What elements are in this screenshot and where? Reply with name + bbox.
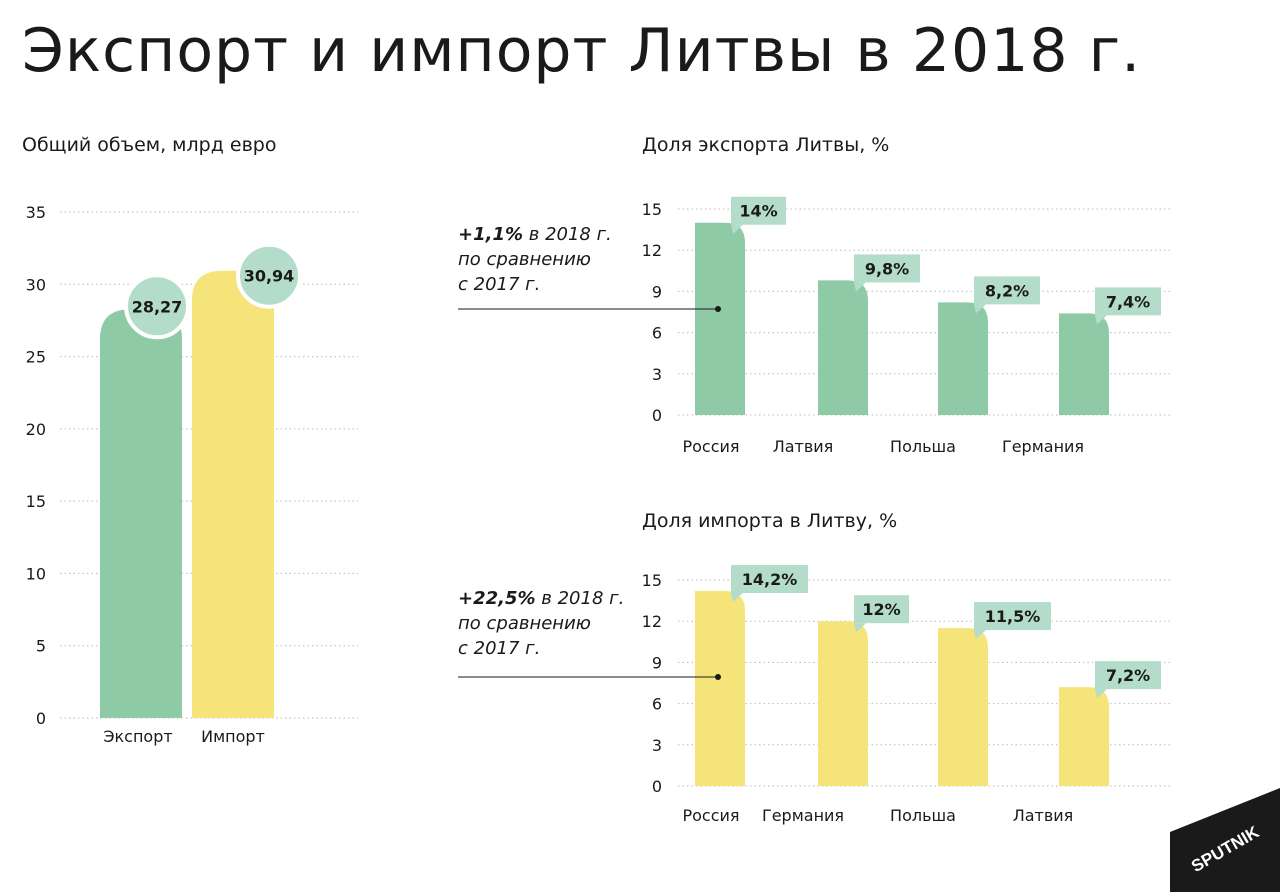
total-value-bubble xyxy=(124,273,190,340)
export-y-tick-label: 12 xyxy=(642,241,662,260)
sputnik-logo: SPUTNIK xyxy=(1170,788,1280,892)
total-chart-title: Общий объем, млрд евро xyxy=(22,134,277,156)
export-y-tick-label: 6 xyxy=(652,324,662,343)
total-y-tick-label: 15 xyxy=(26,492,46,511)
import-value-tag xyxy=(1095,661,1161,690)
import-value-tag-pointer xyxy=(731,592,743,602)
export-value-label: 8,2% xyxy=(985,281,1029,300)
export-y-tick-label: 0 xyxy=(652,406,662,425)
export-category-label: Германия xyxy=(1002,437,1084,456)
import-value-tag xyxy=(854,595,909,624)
export-category-label: Польша xyxy=(890,437,956,456)
page-title: Экспорт и импорт Литвы в 2018 г. xyxy=(22,16,1142,86)
import-annotation-dot xyxy=(715,674,721,680)
total-y-tick-label: 25 xyxy=(26,348,46,367)
total-y-tick-label: 35 xyxy=(26,203,46,222)
export-annotation-dot xyxy=(715,306,721,312)
export-value-tag-pointer xyxy=(1095,315,1107,325)
import-bar xyxy=(818,621,868,786)
export-growth-text3: с 2017 г. xyxy=(458,274,541,295)
export-bar xyxy=(695,222,745,415)
total-bar-export xyxy=(100,309,182,718)
import-y-tick-label: 15 xyxy=(642,571,662,590)
total-bar-import xyxy=(192,270,274,718)
total-value-bubble xyxy=(236,242,302,309)
import-y-tick-label: 6 xyxy=(652,695,662,714)
total-y-tick-label: 30 xyxy=(26,275,46,294)
export-value-tag xyxy=(731,196,786,225)
import-bar xyxy=(938,628,988,786)
import-value-label: 12% xyxy=(862,600,900,619)
import-growth-note: +22,5% в 2018 г. по сравнению с 2017 г. xyxy=(458,586,624,661)
import-value-tag xyxy=(974,602,1051,631)
export-bar xyxy=(818,280,868,415)
import-y-tick-label: 0 xyxy=(652,777,662,796)
import-chart-title: Доля импорта в Литву, % xyxy=(642,510,898,532)
total-category-label: Экспорт xyxy=(103,727,172,746)
export-category-label: Латвия xyxy=(773,437,834,456)
export-y-tick-label: 3 xyxy=(652,365,662,384)
import-value-label: 14,2% xyxy=(742,570,798,589)
total-y-tick-label: 5 xyxy=(36,637,46,656)
total-y-tick-label: 0 xyxy=(36,709,46,728)
import-category-label: Латвия xyxy=(1013,806,1074,825)
export-bar xyxy=(1059,313,1109,415)
import-category-label: Россия xyxy=(682,806,739,825)
import-value-tag-pointer xyxy=(974,630,986,640)
export-value-tag-pointer xyxy=(854,282,866,292)
import-value-tag-pointer xyxy=(1095,689,1107,699)
export-y-tick-label: 9 xyxy=(652,282,662,301)
total-category-label: Импорт xyxy=(201,727,265,746)
export-value-tag xyxy=(974,276,1040,305)
import-y-tick-label: 12 xyxy=(642,612,662,631)
export-growth-note: +1,1% в 2018 г. по сравнению с 2017 г. xyxy=(458,222,612,297)
total-y-tick-label: 10 xyxy=(26,564,46,583)
export-bar xyxy=(938,302,988,415)
import-category-label: Польша xyxy=(890,806,956,825)
import-growth-text3: с 2017 г. xyxy=(458,638,541,659)
export-value-label: 14% xyxy=(739,202,777,221)
total-value-label: 28,27 xyxy=(132,297,183,316)
import-y-tick-label: 3 xyxy=(652,736,662,755)
export-growth-text2: по сравнению xyxy=(458,249,591,270)
export-chart-title: Доля экспорта Литвы, % xyxy=(642,134,890,156)
import-y-tick-label: 9 xyxy=(652,653,662,672)
logo-shape xyxy=(1170,788,1280,892)
import-value-tag-pointer xyxy=(854,623,866,633)
import-growth-text1: в 2018 г. xyxy=(535,588,625,609)
import-growth-value: +22,5% xyxy=(458,588,536,609)
export-value-tag-pointer xyxy=(974,304,986,314)
export-value-tag xyxy=(1095,287,1161,316)
total-value-label: 30,94 xyxy=(244,267,295,286)
total-y-tick-label: 20 xyxy=(26,420,46,439)
export-value-tag xyxy=(854,254,920,283)
import-value-label: 7,2% xyxy=(1106,666,1150,685)
import-bar xyxy=(695,590,745,786)
export-value-label: 7,4% xyxy=(1106,292,1150,311)
export-y-tick-label: 15 xyxy=(642,200,662,219)
export-growth-text1: в 2018 г. xyxy=(523,224,612,245)
import-category-label: Германия xyxy=(762,806,844,825)
export-value-tag-pointer xyxy=(731,224,743,234)
import-bar xyxy=(1059,687,1109,786)
import-value-tag xyxy=(731,564,808,593)
import-growth-text2: по сравнению xyxy=(458,613,591,634)
export-growth-value: +1,1% xyxy=(458,224,524,245)
import-value-label: 11,5% xyxy=(985,607,1041,626)
export-category-label: Россия xyxy=(682,437,739,456)
export-value-label: 9,8% xyxy=(865,259,909,278)
